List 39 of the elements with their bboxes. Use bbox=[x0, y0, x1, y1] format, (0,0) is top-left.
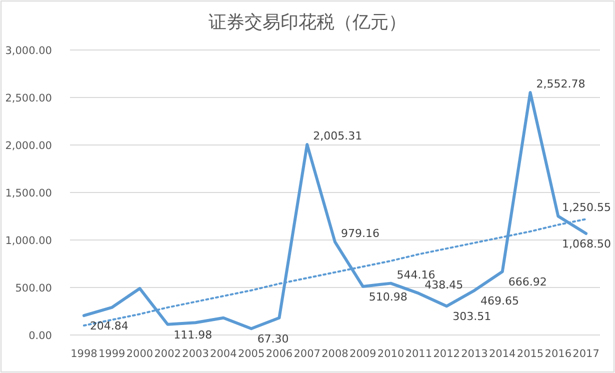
x-tick-label: 2011 bbox=[405, 348, 432, 360]
chart-title: 证券交易印花税（亿元） bbox=[208, 12, 406, 33]
x-tick-label: 2009 bbox=[350, 348, 376, 360]
data-label: 469.65 bbox=[480, 294, 519, 308]
x-tick-label: 2013 bbox=[461, 348, 488, 360]
x-tick-label: 2008 bbox=[322, 348, 348, 360]
x-tick-label: 2017 bbox=[572, 348, 600, 360]
x-tick-label: 2000 bbox=[126, 348, 154, 360]
x-tick-label: 2015 bbox=[516, 348, 544, 360]
x-tick-label: 1998 bbox=[70, 348, 98, 360]
data-label: 979.16 bbox=[341, 226, 380, 240]
x-tick-label: 2004 bbox=[210, 348, 238, 360]
x-tick-label: 2007 bbox=[294, 348, 320, 360]
y-tick-label: 3,000.00 bbox=[5, 45, 52, 57]
x-tick-label: 2002 bbox=[154, 348, 181, 360]
data-label: 2,552.78 bbox=[536, 77, 586, 90]
x-tick-label: 2005 bbox=[238, 348, 265, 360]
data-label: 67.30 bbox=[257, 332, 289, 346]
x-tick-label: 2003 bbox=[182, 348, 209, 360]
x-tick-label: 2014 bbox=[489, 348, 516, 360]
y-tick-label: 500.00 bbox=[15, 282, 52, 294]
x-tick-label: 1999 bbox=[98, 348, 126, 360]
data-label: 1,068.50 bbox=[562, 237, 611, 250]
data-label: 666.92 bbox=[508, 276, 547, 289]
data-label: 303.51 bbox=[452, 310, 492, 324]
data-label: 2,005.31 bbox=[313, 129, 362, 142]
y-tick-label: 2,000.00 bbox=[5, 140, 52, 152]
y-tick-label: 0.00 bbox=[28, 330, 52, 342]
x-tick-label: 2012 bbox=[433, 348, 460, 360]
data-label: 1,250.55 bbox=[562, 201, 611, 214]
data-label: 510.98 bbox=[368, 290, 408, 304]
data-label: 111.98 bbox=[174, 328, 212, 342]
y-tick-label: 1,500.00 bbox=[5, 188, 52, 200]
x-tick-label: 2010 bbox=[377, 348, 404, 360]
data-label: 204.84 bbox=[90, 320, 128, 333]
y-tick-label: 2,500.00 bbox=[5, 92, 52, 104]
x-tick-label: 2006 bbox=[266, 348, 293, 360]
x-tick-label: 2016 bbox=[544, 348, 572, 360]
y-tick-label: 1,000.00 bbox=[5, 235, 52, 247]
